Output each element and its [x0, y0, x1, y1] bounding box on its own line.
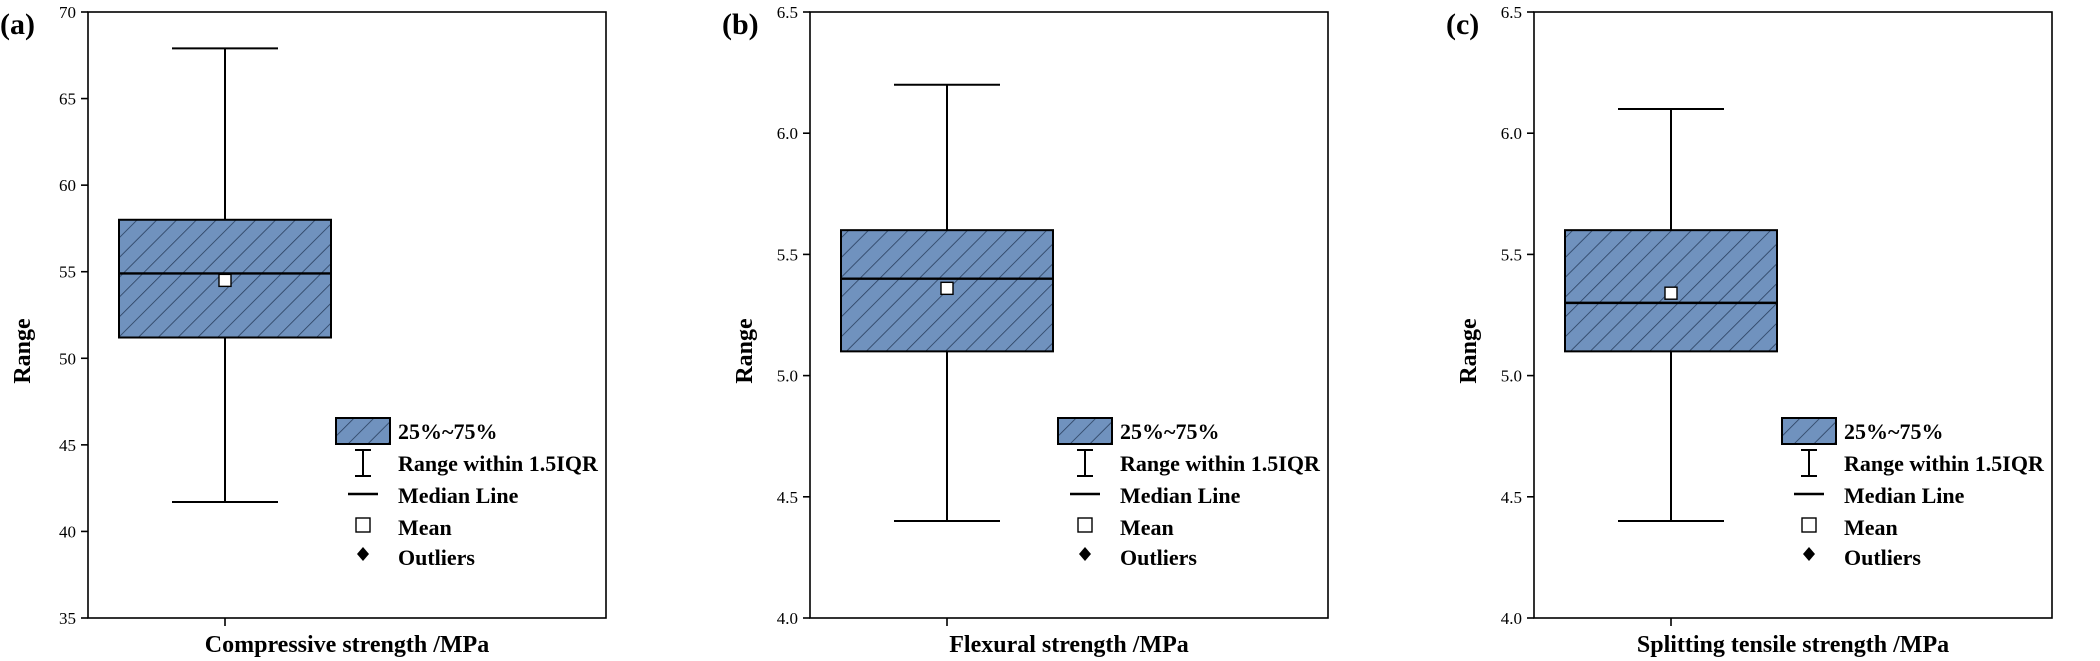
legend-label: 25%~75%: [398, 419, 497, 444]
axes-frame: [1533, 11, 2053, 619]
y-tick-label: 40: [59, 522, 76, 541]
y-tick-label: 6.5: [1501, 3, 1522, 22]
legend-label: Outliers: [1844, 545, 1921, 570]
y-tick-label: 60: [59, 176, 76, 195]
y-tick-label: 4.5: [777, 488, 798, 507]
legend-label: Median Line: [1844, 483, 1965, 508]
y-tick-label: 6.5: [777, 3, 798, 22]
legend-iqr-swatch: [335, 417, 391, 445]
y-axis-title: Range: [1456, 318, 1482, 384]
panel-b: 4.0 4.5 5.0 5.5 6.0 6.5 (b) Range Flexural stren…: [722, 3, 1329, 658]
legend-iqr-swatch: [1781, 417, 1837, 445]
y-tick-label: 55: [59, 263, 76, 282]
legend-outlier-symbol: [1079, 547, 1091, 561]
axes-frame: [87, 11, 607, 619]
x-axis-title: Compressive strength /MPa: [205, 632, 489, 658]
y-tick-label: 35: [59, 609, 76, 628]
mean-marker: [218, 273, 232, 288]
legend-mean-symbol: [1801, 517, 1817, 533]
legend-label: Range within 1.5IQR: [1120, 451, 1321, 476]
legend: 25%~75% Range within 1.5IQR Median Line Mea…: [1057, 417, 1321, 570]
legend-label: 25%~75%: [1844, 419, 1943, 444]
y-tick-label: 6.0: [1501, 124, 1522, 143]
legend-outlier-symbol: [357, 547, 369, 561]
y-tick-label: 4.5: [1501, 488, 1522, 507]
axes-frame: [809, 11, 1329, 619]
y-tick-label: 50: [59, 349, 76, 368]
panel-label: (a): [0, 8, 35, 41]
legend-mean-symbol: [1077, 517, 1093, 533]
y-axis-title: Range: [10, 318, 36, 384]
panel-label: (c): [1446, 8, 1479, 41]
legend-label: Mean: [1844, 515, 1898, 540]
y-tick-label: 5.5: [777, 245, 798, 264]
legend-mean-symbol: [355, 517, 371, 533]
y-tick-label: 5.0: [1501, 367, 1522, 386]
y-tick-label: 45: [59, 436, 76, 455]
y-tick-label: 5.5: [1501, 245, 1522, 264]
y-tick-label: 5.0: [777, 367, 798, 386]
panel-c: 4.0 4.5 5.0 5.5 6.0 6.5 (c) Range Splitting tens…: [1446, 3, 2053, 658]
y-axis-title: Range: [732, 318, 758, 384]
panel-label: (b): [722, 8, 759, 41]
y-tick-label: 70: [59, 3, 76, 22]
legend-label: Range within 1.5IQR: [1844, 451, 2045, 476]
legend-label: 25%~75%: [1120, 419, 1219, 444]
y-tick-label: 4.0: [1501, 609, 1522, 628]
panel-a: 35 40 45 50 55 60 65 70 (a) Range Compressive stre…: [0, 3, 607, 658]
x-axis-title: Flexural strength /MPa: [949, 632, 1189, 658]
legend-label: Median Line: [1120, 483, 1241, 508]
legend-iqr-swatch: [1057, 417, 1113, 445]
legend-label: Outliers: [1120, 545, 1197, 570]
legend-label: Median Line: [398, 483, 519, 508]
legend-label: Mean: [1120, 515, 1174, 540]
y-tick-label: 65: [59, 90, 76, 109]
legend-label: Outliers: [398, 545, 475, 570]
legend-label: Range within 1.5IQR: [398, 451, 599, 476]
legend-label: Mean: [398, 515, 452, 540]
x-axis-title: Splitting tensile strength /MPa: [1637, 632, 1949, 658]
legend-outlier-symbol: [1803, 547, 1815, 561]
mean-marker: [940, 281, 954, 296]
y-tick-label: 4.0: [777, 609, 798, 628]
y-tick-label: 6.0: [777, 124, 798, 143]
mean-marker: [1664, 286, 1678, 300]
legend: 25%~75% Range within 1.5IQR Median Line Mea…: [1781, 417, 2045, 570]
legend: 25%~75% Range within 1.5IQR Median Line Mea…: [335, 417, 599, 570]
